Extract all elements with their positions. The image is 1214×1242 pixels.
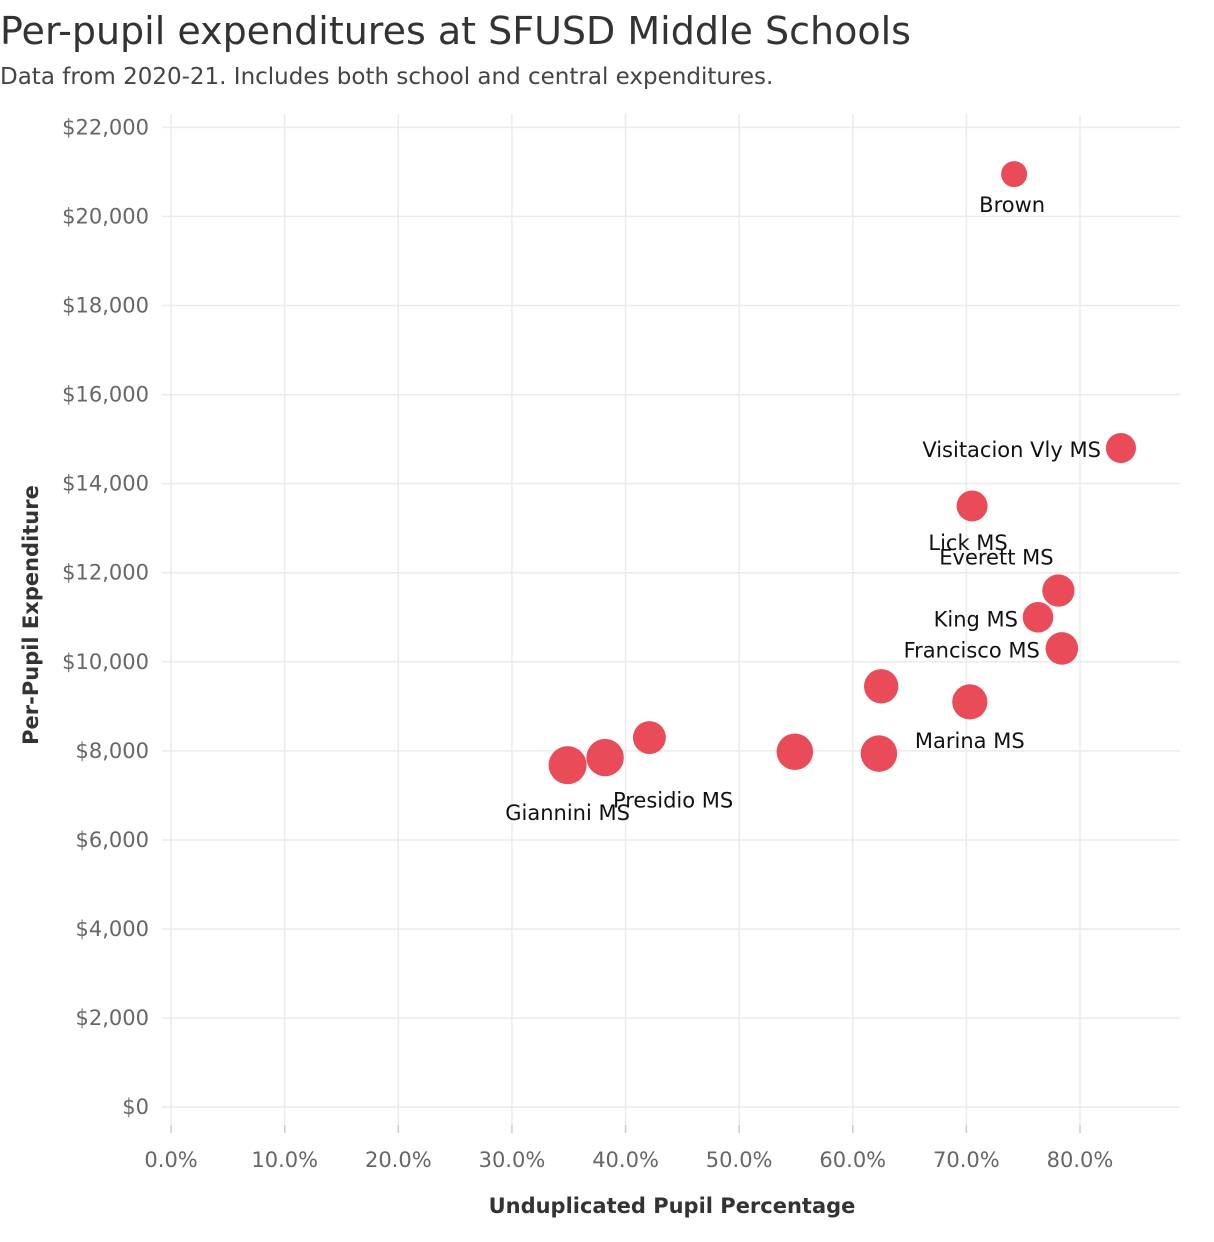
x-tick-label: 0.0% (144, 1148, 197, 1172)
x-tick-label: 70.0% (933, 1148, 1000, 1172)
data-points (548, 161, 1136, 785)
data-point (632, 721, 666, 754)
x-tick-label: 20.0% (365, 1148, 432, 1172)
data-point (860, 735, 898, 772)
point-label: Everett MS (939, 546, 1053, 570)
y-tick-label: $6,000 (76, 828, 149, 852)
data-point (864, 669, 899, 704)
data-point (952, 684, 988, 720)
data-point (1001, 161, 1028, 188)
y-tick-label: $14,000 (62, 472, 149, 496)
gridlines (162, 114, 1180, 1125)
x-tick-label: 40.0% (592, 1148, 659, 1172)
data-point (956, 490, 988, 522)
point-label: Giannini MS (505, 801, 630, 825)
y-tick-label: $20,000 (62, 204, 149, 228)
y-axis-title: Per-Pupil Expenditure (19, 485, 43, 745)
y-tick-label: $22,000 (62, 115, 149, 139)
x-tick-label: 50.0% (706, 1148, 773, 1172)
data-point (586, 738, 624, 777)
x-tick-label: 60.0% (819, 1148, 886, 1172)
y-tick-label: $12,000 (62, 561, 149, 585)
data-point (1105, 432, 1136, 464)
point-label: Brown (979, 193, 1045, 217)
y-tick-label: $18,000 (62, 294, 149, 318)
y-tick-label: $2,000 (76, 1006, 149, 1030)
data-point (1045, 632, 1079, 665)
data-point (1022, 601, 1054, 633)
x-tick-label: 10.0% (251, 1148, 318, 1172)
data-point (776, 733, 814, 771)
y-tick-label: $4,000 (76, 917, 149, 941)
point-label: Francisco MS (904, 638, 1040, 662)
x-tick-label: 80.0% (1047, 1148, 1114, 1172)
chart-subtitle: Data from 2020-21. Includes both school … (0, 64, 773, 90)
x-axis-ticks: 0.0% 10.0% 20.0% 30.0% 40.0% 50.0% 60.0% 70.0% 8… (144, 1125, 1113, 1172)
y-tick-label: $16,000 (62, 383, 149, 407)
data-point (548, 746, 587, 785)
point-label: King MS (934, 607, 1018, 631)
y-axis-ticks: $0 $2,000 $4,000 $6,000 $8,000 $10,000 $12,000… (62, 115, 149, 1119)
point-label: Presidio MS (613, 789, 733, 813)
x-tick-label: 30.0% (479, 1148, 546, 1172)
chart-title: Per-pupil expenditures at SFUSD Middle S… (0, 9, 911, 53)
y-tick-label: $0 (122, 1095, 149, 1119)
y-tick-label: $10,000 (62, 650, 149, 674)
x-axis-title: Unduplicated Pupil Percentage (489, 1194, 856, 1218)
data-point (1042, 574, 1075, 607)
point-label: Lick MS (928, 531, 1007, 555)
point-label: Marina MS (915, 729, 1025, 753)
point-label: Visitacion Vly MS (922, 438, 1101, 462)
y-tick-label: $8,000 (76, 739, 149, 763)
